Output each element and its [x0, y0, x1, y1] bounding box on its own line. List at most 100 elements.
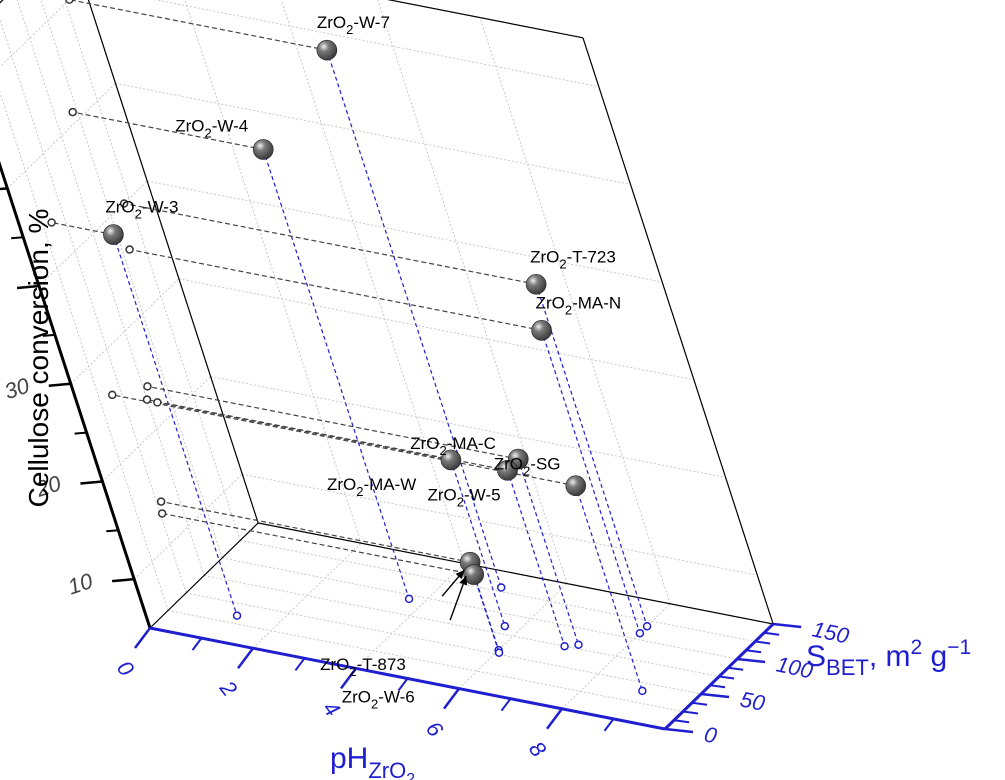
x-major-tick: [443, 687, 460, 710]
grid-layer: [0, 0, 774, 730]
data-point-sphere: [252, 139, 274, 160]
wall-projection-marker: [119, 199, 129, 208]
y-minor-tick: [727, 666, 744, 671]
data-point-sphere: [103, 224, 124, 245]
data-point-sphere: [440, 449, 462, 471]
data-point-sphere: [463, 564, 485, 585]
floor-projection-marker: [500, 621, 510, 631]
back-wall-grid-line: [242, 473, 758, 576]
y-tick-label: 0: [702, 721, 720, 748]
floor-projection-marker: [404, 594, 414, 604]
z-minor-tick: [11, 236, 24, 240]
frame-edge: [87, 0, 259, 524]
floor-projection-marker: [560, 641, 569, 651]
point-label: ZrO2-W-6: [342, 688, 415, 712]
back-wall-grid-line: [479, 17, 671, 604]
wall-projection-line: [72, 111, 264, 151]
frame-edge: [258, 522, 774, 625]
x-tick-label: 0: [112, 656, 140, 682]
drop-line: [575, 485, 643, 692]
floor-grid-line: [167, 610, 684, 712]
floor-projection-marker: [232, 611, 242, 620]
x-major-tick: [546, 708, 563, 730]
drop-line: [112, 234, 238, 616]
floor-projection-marker: [638, 686, 647, 696]
y-major-tick: [736, 657, 766, 664]
y-minor-tick: [709, 684, 726, 689]
x-major-tick: [340, 667, 357, 690]
point-label: ZrO2-MA-W: [327, 475, 416, 499]
wall-projection-line: [162, 512, 474, 576]
left-wall-grid-line: [16, 0, 205, 576]
x-major-tick: [134, 627, 151, 649]
frame-edge: [387, 0, 584, 39]
x-tick-label: 6: [421, 716, 449, 742]
left-wall-grid-line: [0, 91, 169, 611]
drop-line: [473, 574, 500, 653]
floor-projection-marker: [642, 621, 652, 631]
z-major-tick: [0, 187, 8, 191]
wall-projection-line: [112, 394, 576, 487]
y-major-tick: [700, 692, 730, 699]
back-wall-grid-line: [154, 0, 599, 88]
x-tick-label: 2: [214, 675, 242, 701]
drop-line: [506, 470, 566, 647]
z-tick-label: 10: [65, 568, 97, 600]
point-label: ZrO2-W-7: [317, 13, 390, 37]
drop-line: [535, 284, 648, 627]
box-frame: [0, 0, 774, 629]
drop-line: [262, 149, 410, 600]
points-layer: [103, 39, 587, 585]
wall-projection-marker: [153, 398, 162, 407]
data-point-sphere: [565, 475, 587, 497]
left-wall-grid-line: [0, 0, 70, 68]
z-axis-title: Cellulose conversion, %: [23, 209, 54, 508]
y-minor-tick: [754, 640, 771, 645]
back-wall-grid-line: [87, 0, 259, 524]
y-minor-tick: [745, 649, 762, 654]
y-major-tick: [773, 622, 802, 629]
floor-grid-line: [561, 603, 671, 710]
label-arrow: [449, 575, 468, 621]
frame-edge: [149, 522, 259, 629]
frame-edge: [0, 0, 4, 4]
z-major-tick: [16, 284, 40, 290]
x-minor-tick: [397, 677, 409, 692]
z-minor-tick: [106, 529, 119, 533]
z-major-tick: [80, 480, 103, 485]
back-wall-grid-line: [115, 82, 631, 185]
left-wall-grid-line: [40, 0, 223, 559]
z-minor-tick: [74, 431, 87, 435]
x-minor-tick: [294, 657, 306, 671]
y-minor-tick: [673, 719, 690, 724]
x-minor-tick: [500, 698, 512, 712]
point-labels-layer: ZrO2-W-7 ZrO2-W-4 ZrO2-W-3 ZrO2-T-723 ZrO2-M…: [105, 13, 621, 711]
projection-layer: [47, 0, 652, 696]
back-wall-grid-line: [178, 278, 694, 381]
floor-projection-marker: [496, 583, 506, 592]
data-point-sphere: [525, 273, 547, 295]
wall-projection-marker: [157, 509, 167, 518]
wall-projection-marker: [68, 107, 77, 117]
point-label: ZrO2-W-4: [175, 116, 248, 140]
point-label: ZrO2-SG: [494, 455, 561, 479]
point-label: ZrO2-T-873: [320, 655, 406, 679]
wall-projection-marker: [47, 218, 56, 227]
y-minor-tick: [682, 710, 699, 715]
wall-projection-marker: [65, 0, 74, 4]
label-arrow: [441, 569, 465, 597]
y-tick-label: 50: [738, 686, 768, 716]
left-wall-grid-line: [38, 180, 148, 287]
wall-projection-line: [51, 221, 114, 236]
wall-projection-line: [124, 202, 537, 285]
wall-projection-line: [157, 401, 452, 461]
point-label: ZrO2-MA-N: [536, 293, 622, 317]
back-wall-grid-line: [147, 180, 663, 283]
data-point-sphere: [531, 320, 552, 341]
left-wall-grid-line: [87, 0, 259, 524]
left-wall-grid-line: [133, 473, 243, 580]
back-wall-grid-line: [377, 0, 568, 584]
drop-line: [517, 458, 580, 645]
floor-grid-line: [458, 583, 568, 689]
